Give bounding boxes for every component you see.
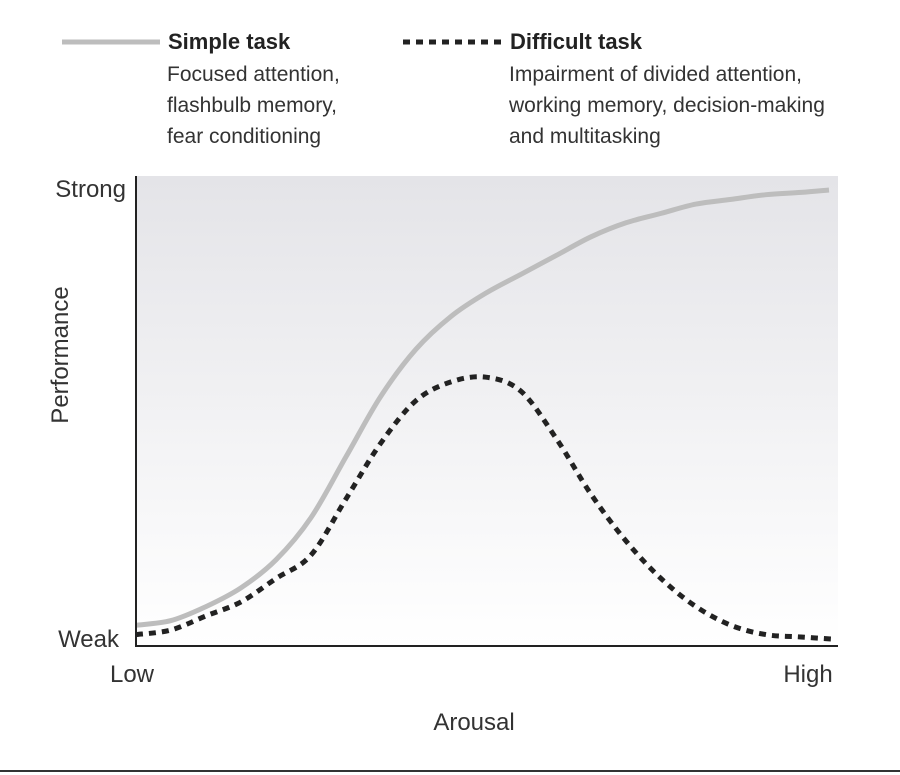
series-line-difficult-task <box>135 374 837 642</box>
legend-desc-difficult-task-1: Impairment of divided attention, <box>509 63 802 86</box>
y-tick-label-strong: Strong <box>55 176 126 203</box>
y-tick-label-weak: Weak <box>58 626 120 653</box>
series-line-simple-task <box>135 187 830 628</box>
legend-desc-simple-task-1: Focused attention, <box>167 63 340 86</box>
legend: Simple task Focused attention, flashbulb… <box>62 29 825 148</box>
legend-title-difficult-task: Difficult task <box>510 29 643 54</box>
plot-area <box>136 176 838 646</box>
x-axis-title: Arousal <box>433 709 514 736</box>
x-tick-label-low: Low <box>110 661 155 688</box>
legend-desc-difficult-task-2: working memory, decision-making <box>508 94 825 117</box>
legend-desc-simple-task-2: flashbulb memory, <box>167 94 337 117</box>
legend-title-simple-task: Simple task <box>168 29 291 54</box>
x-tick-label-high: High <box>783 661 832 688</box>
y-axis-title: Performance <box>47 286 74 423</box>
legend-desc-simple-task-3: fear conditioning <box>167 125 321 148</box>
legend-desc-difficult-task-3: and multitasking <box>509 125 661 148</box>
